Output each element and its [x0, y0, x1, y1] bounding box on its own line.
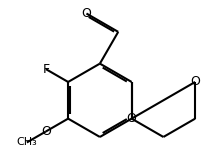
- Text: CH₃: CH₃: [16, 137, 37, 147]
- Text: O: O: [41, 125, 51, 138]
- Text: F: F: [42, 63, 50, 76]
- Text: O: O: [190, 76, 200, 88]
- Text: O: O: [127, 112, 137, 125]
- Text: O: O: [81, 7, 91, 20]
